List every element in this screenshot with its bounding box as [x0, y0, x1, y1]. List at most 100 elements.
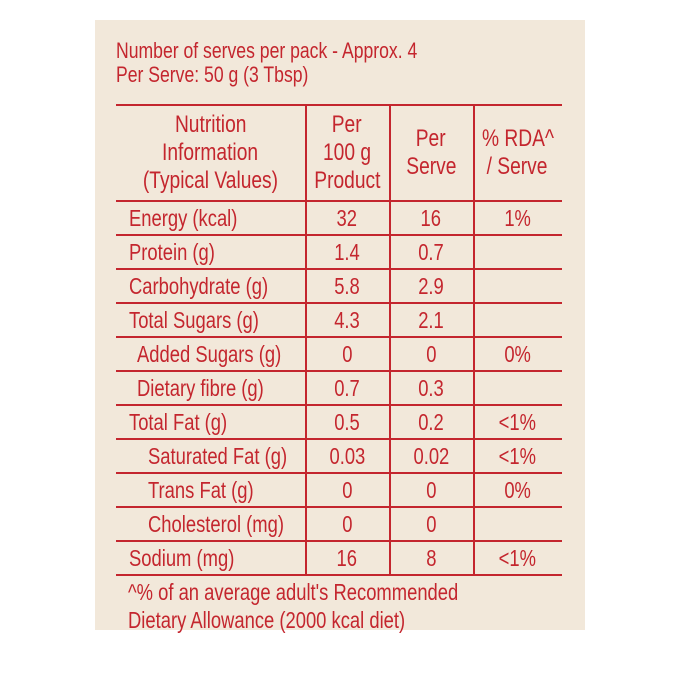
per-100g-value: 0: [305, 508, 389, 540]
header-text: Nutrition: [174, 111, 247, 138]
table-rule: [116, 104, 562, 106]
row-label-text: Saturated Fat (g): [148, 443, 288, 469]
rda-value: [473, 304, 562, 336]
per-100g-value: 0.03: [305, 440, 389, 472]
per-100g-value-text: 0.03: [329, 443, 365, 469]
column-rule: [473, 104, 475, 574]
footnote-line: Dietary Allowance (2000 kcal diet): [128, 607, 406, 633]
row-label-text: Protein (g): [129, 239, 215, 265]
row-label-text: Energy (kcal): [129, 205, 238, 231]
rda-value: [473, 508, 562, 540]
rda-value: <1%: [473, 440, 562, 472]
row-label: Trans Fat (g): [116, 474, 305, 506]
row-label: Carbohydrate (g): [116, 270, 305, 302]
per-100g-value-text: 0: [341, 477, 353, 503]
header-text: / Serve: [487, 153, 548, 180]
table-rule: [116, 268, 562, 270]
row-label: Total Fat (g): [116, 406, 305, 438]
per-serve-value: 2.9: [389, 270, 473, 302]
table-rule: [116, 200, 562, 202]
rda-value-text: 0%: [504, 341, 531, 367]
per-serve-value-text: 0.2: [418, 409, 444, 435]
rda-value: <1%: [473, 406, 562, 438]
table-rule: [116, 234, 562, 236]
per-100g-value-text: 1.4: [334, 239, 360, 265]
per-100g-value: 0.5: [305, 406, 389, 438]
per-serve-value: 0.7: [389, 236, 473, 268]
header-text: Product: [313, 167, 381, 194]
per-serve-value-text: 0.02: [413, 443, 449, 469]
table-rule: [116, 472, 562, 474]
per-serve-value: 2.1: [389, 304, 473, 336]
table-rule: [116, 336, 562, 338]
per-100g-value-text: 0: [341, 341, 353, 367]
row-label-text: Total Fat (g): [129, 409, 228, 435]
rda-value: [473, 372, 562, 404]
row-label: Added Sugars (g): [116, 338, 305, 370]
row-label: Energy (kcal): [116, 202, 305, 234]
per-100g-value: 0: [305, 474, 389, 506]
per-100g-value-text: 5.8: [334, 273, 360, 299]
footnote: ^% of an average adult's Recommended Die…: [128, 578, 541, 634]
row-label: Sodium (mg): [116, 542, 305, 574]
header-text: % RDA^: [481, 125, 554, 152]
row-label-text: Total Sugars (g): [129, 307, 259, 333]
per-100g-value: 0: [305, 338, 389, 370]
header-text: Information: [162, 139, 259, 166]
per-serve-value: 16: [389, 202, 473, 234]
header-text: Serve: [405, 153, 457, 180]
label-panel: [95, 20, 585, 630]
header-text: 100 g: [322, 139, 372, 166]
rda-value-text: 0%: [504, 477, 531, 503]
column-header: Nutrition Information (Typical Values): [116, 106, 305, 200]
serving-size: Per Serve: 50 g (3 Tbsp): [116, 62, 309, 87]
header-text: Per: [332, 111, 362, 138]
per-serve-value-text: 0: [425, 511, 437, 537]
rda-value-text: <1%: [498, 545, 537, 571]
per-100g-value: 32: [305, 202, 389, 234]
per-serve-value: 0: [389, 338, 473, 370]
per-serve-value-text: 0: [425, 477, 437, 503]
per-serve-value-text: 8: [425, 545, 437, 571]
per-serve-value-text: 0.7: [418, 239, 444, 265]
per-100g-value-text: 0: [341, 511, 353, 537]
rda-value: 0%: [473, 338, 562, 370]
rda-value: <1%: [473, 542, 562, 574]
row-label-text: Cholesterol (mg): [148, 511, 284, 537]
per-100g-value-text: 4.3: [334, 307, 360, 333]
table-rule: [116, 302, 562, 304]
header-text: (Typical Values): [142, 167, 279, 194]
table-rule: [116, 404, 562, 406]
per-100g-value-text: 0.5: [334, 409, 360, 435]
row-label: Total Sugars (g): [116, 304, 305, 336]
table-rule: [116, 574, 562, 576]
rda-value: [473, 236, 562, 268]
per-serve-value: 8: [389, 542, 473, 574]
column-header: % RDA^ / Serve: [473, 106, 562, 200]
rda-value: 1%: [473, 202, 562, 234]
rda-value: [473, 270, 562, 302]
row-label-text: Dietary fibre (g): [137, 375, 264, 401]
per-100g-value-text: 32: [336, 205, 358, 231]
column-header: Per 100 g Product: [305, 106, 389, 200]
per-serve-value-text: 16: [420, 205, 442, 231]
serves-per-pack: Number of serves per pack - Approx. 4: [116, 38, 418, 63]
rda-value-text: <1%: [498, 409, 537, 435]
column-rule: [305, 104, 307, 574]
per-serve-value-text: 0: [425, 341, 437, 367]
per-100g-value: 16: [305, 542, 389, 574]
row-label-text: Sodium (mg): [129, 545, 235, 571]
table-rule: [116, 540, 562, 542]
per-serve-value: 0: [389, 474, 473, 506]
table-rule: [116, 438, 562, 440]
per-serve-value-text: 0.3: [418, 375, 444, 401]
per-serve-value: 0: [389, 508, 473, 540]
per-100g-value-text: 16: [336, 545, 358, 571]
rda-value: 0%: [473, 474, 562, 506]
rda-value-text: 1%: [504, 205, 531, 231]
row-label-text: Carbohydrate (g): [129, 273, 269, 299]
column-header: Per Serve: [389, 106, 473, 200]
per-100g-value: 4.3: [305, 304, 389, 336]
per-100g-value-text: 0.7: [334, 375, 360, 401]
table-rule: [116, 506, 562, 508]
